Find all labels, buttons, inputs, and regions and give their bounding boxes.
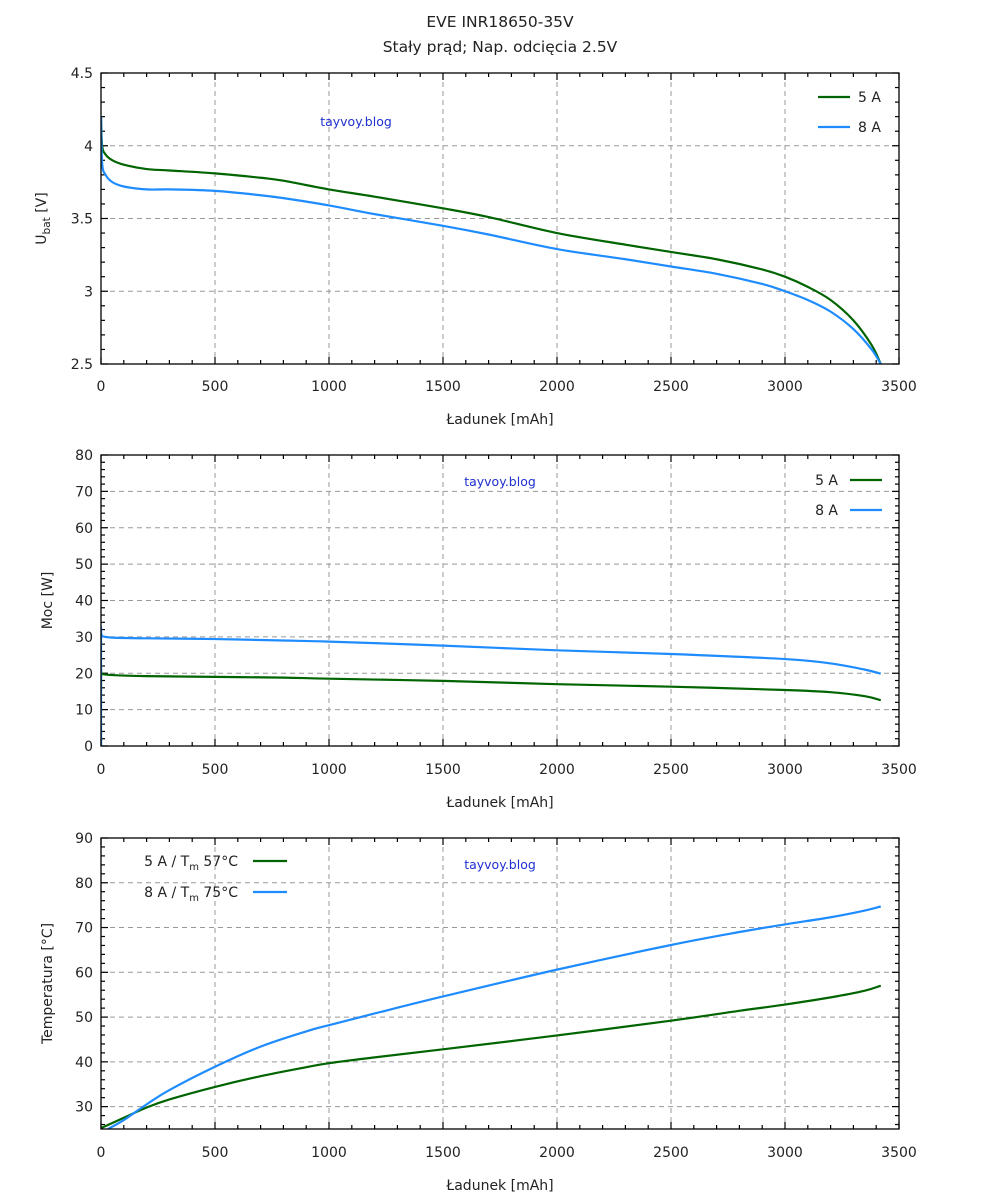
- plot-frame: [100, 454, 900, 747]
- grid-lines: [101, 73, 899, 364]
- x-tick-label: 0: [97, 762, 106, 778]
- x-tick-label: 500: [202, 1145, 229, 1161]
- y-tick-label: 3.5: [71, 212, 93, 228]
- axis-ticks: [100, 454, 900, 747]
- grid-lines: [101, 455, 899, 746]
- temperature-panel: 0 500 1000 1500 2000 2500 3000 3500 30 40 50 60 70 80…: [40, 831, 917, 1194]
- x-tick-label: 1000: [311, 1145, 347, 1161]
- legend-label: 8 A: [815, 503, 838, 519]
- y-axis-title: Temperatura [°C]: [40, 923, 56, 1045]
- legend: 5 A 8 A: [815, 473, 882, 519]
- x-tick-label: 0: [97, 379, 106, 395]
- y-tick-label: 40: [75, 594, 93, 610]
- x-axis-title: Ładunek [mAh]: [445, 795, 553, 811]
- y-tick-label: 30: [75, 1100, 93, 1116]
- x-tick-label: 1500: [425, 379, 461, 395]
- x-tick-label: 3000: [767, 379, 803, 395]
- legend-label: 5 A: [858, 90, 881, 106]
- x-tick-label: 500: [202, 379, 229, 395]
- series-line-5A: [101, 667, 882, 746]
- series-line-8A: [107, 905, 882, 1129]
- grid-lines: [101, 838, 899, 1129]
- legend-label: 8 A / Tm 75°C: [144, 885, 238, 904]
- x-tick-label: 3500: [881, 762, 917, 778]
- y-axis-title: Moc [W]: [40, 572, 56, 630]
- x-axis-title: Ładunek [mAh]: [445, 412, 553, 428]
- x-tick-label: 2000: [539, 379, 575, 395]
- x-tick-label: 2500: [653, 1145, 689, 1161]
- x-axis-title: Ładunek [mAh]: [445, 1178, 553, 1194]
- y-tick-label: 50: [75, 1010, 93, 1026]
- y-tick-label: 60: [75, 521, 93, 537]
- y-tick-label: 4.5: [71, 66, 93, 82]
- y-tick-label: 30: [75, 630, 93, 646]
- x-tick-label: 2500: [653, 762, 689, 778]
- x-tick-label: 1000: [311, 379, 347, 395]
- y-tick-label: 90: [75, 831, 93, 847]
- y-tick-label: 20: [75, 666, 93, 682]
- y-tick-label: 70: [75, 921, 93, 937]
- y-tick-label: 0: [84, 739, 93, 755]
- x-tick-label: 500: [202, 762, 229, 778]
- y-tick-label: 10: [75, 703, 93, 719]
- y-tick-label: 4: [84, 139, 93, 155]
- x-tick-label: 3500: [881, 1145, 917, 1161]
- x-tick-label: 1500: [425, 1145, 461, 1161]
- legend-label: 8 A: [858, 120, 881, 136]
- series-line-8A: [101, 626, 882, 746]
- legend-label: 5 A: [815, 473, 838, 489]
- y-axis-title: Ubat [V]: [34, 192, 53, 244]
- series-line-5A: [101, 984, 882, 1129]
- legend: 5 A / Tm 57°C 8 A / Tm 75°C: [144, 854, 287, 904]
- legend-label: 5 A / Tm 57°C: [144, 854, 238, 873]
- y-tick-label: 40: [75, 1055, 93, 1071]
- x-tick-label: 0: [97, 1145, 106, 1161]
- y-tick-label: 80: [75, 876, 93, 892]
- chart-subtitle: Stały prąd; Nap. odcięcia 2.5V: [383, 38, 618, 56]
- y-tick-label: 70: [75, 484, 93, 500]
- x-tick-label: 2500: [653, 379, 689, 395]
- x-tick-label: 3000: [767, 762, 803, 778]
- x-tick-label: 3500: [881, 379, 917, 395]
- series-line-5A: [101, 116, 882, 364]
- chart-title: EVE INR18650-35V: [426, 13, 574, 31]
- y-tick-label: 80: [75, 448, 93, 464]
- axis-ticks: [100, 837, 900, 1129]
- power-panel: 0 500 1000 1500 2000 2500 3000 3500 0 10 20 30 40 50 6…: [40, 448, 917, 811]
- y-tick-label: 3: [84, 284, 93, 300]
- x-tick-label: 3000: [767, 1145, 803, 1161]
- x-tick-label: 2000: [539, 762, 575, 778]
- x-tick-label: 2000: [539, 1145, 575, 1161]
- x-tick-label: 1500: [425, 762, 461, 778]
- y-tick-label: 50: [75, 557, 93, 573]
- y-tick-label: 2.5: [71, 357, 93, 373]
- watermark: tayvoy.blog: [320, 114, 392, 129]
- plot-frame: [100, 72, 900, 365]
- plot-frame: [100, 837, 900, 1130]
- legend: 5 A 8 A: [818, 90, 881, 136]
- x-tick-label: 1000: [311, 762, 347, 778]
- watermark: tayvoy.blog: [464, 474, 536, 489]
- series-line-8A: [101, 116, 882, 364]
- y-tick-label: 60: [75, 965, 93, 981]
- watermark: tayvoy.blog: [464, 857, 536, 872]
- voltage-panel: 0 500 1000 1500 2000 2500 3000 3500 2.5 3 3.5 4 4.5 Ł…: [34, 66, 917, 428]
